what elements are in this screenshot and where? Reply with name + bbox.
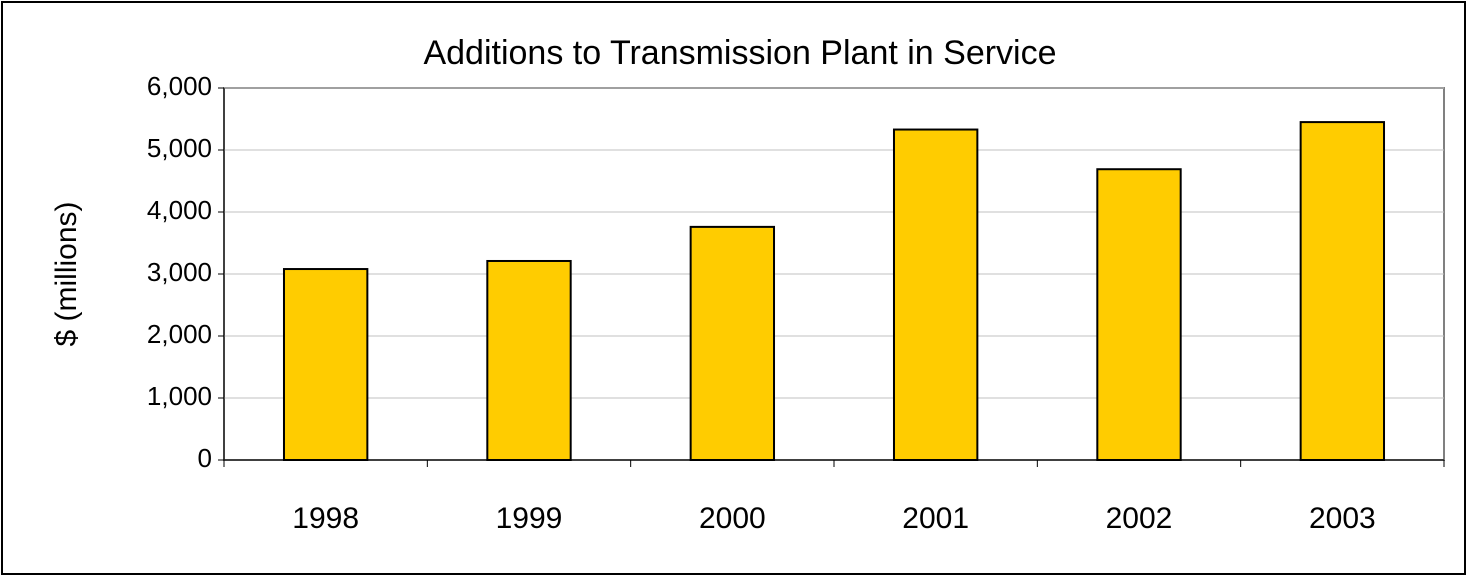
y-tick-label: 3,000: [147, 257, 212, 287]
bar: [689, 225, 776, 461]
chart-title: Additions to Transmission Plant in Servi…: [423, 34, 1056, 72]
y-tick-label: 4,000: [147, 195, 212, 225]
y-axis-label: $ (millions): [50, 201, 83, 346]
y-tick-label: 5,000: [147, 133, 212, 163]
y-tick-label: 1,000: [147, 381, 212, 411]
x-tick-label: 2003: [1309, 502, 1376, 535]
y-tick-label: 2,000: [147, 319, 212, 349]
bar: [486, 259, 572, 462]
y-tick-label: 6,000: [147, 71, 212, 101]
x-tick-label: 1998: [292, 502, 359, 535]
x-tick-label: 2002: [1106, 502, 1173, 535]
x-tick-label: 2000: [699, 502, 766, 535]
x-tick-label: 2001: [902, 502, 969, 535]
bar: [1096, 168, 1182, 461]
y-tick-label: 0: [198, 443, 212, 473]
x-tick-label: 1999: [496, 502, 563, 535]
bar: [892, 128, 979, 461]
bar: [282, 268, 369, 462]
bar: [1299, 121, 1386, 461]
